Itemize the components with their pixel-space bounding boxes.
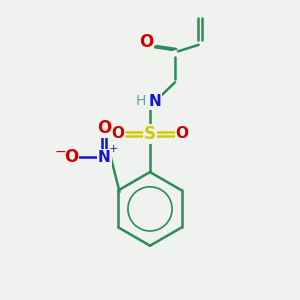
Text: O: O xyxy=(175,126,188,141)
Text: −: − xyxy=(54,145,66,158)
Text: +: + xyxy=(109,144,119,154)
Text: H: H xyxy=(136,94,146,108)
Text: O: O xyxy=(139,33,153,51)
Text: S: S xyxy=(144,125,156,143)
Text: N: N xyxy=(98,150,111,165)
Text: O: O xyxy=(64,148,79,166)
Text: O: O xyxy=(112,126,125,141)
Text: N: N xyxy=(149,94,162,109)
Text: O: O xyxy=(97,119,112,137)
